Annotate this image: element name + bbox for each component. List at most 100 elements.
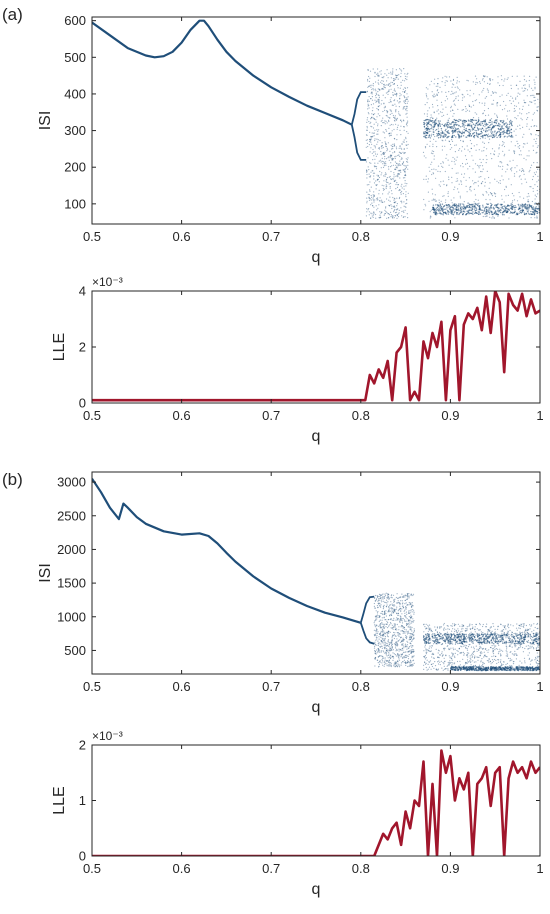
scatter-point <box>390 125 391 126</box>
scatter-point <box>535 134 536 135</box>
scatter-point <box>508 658 509 659</box>
scatter-point <box>532 214 533 215</box>
scatter-point <box>399 156 400 157</box>
scatter-point <box>378 84 379 85</box>
scatter-point <box>447 666 448 667</box>
scatter-point <box>457 654 458 655</box>
scatter-point <box>431 117 432 118</box>
scatter-point <box>432 104 433 105</box>
scatter-point <box>512 653 513 654</box>
scatter-point <box>497 105 498 106</box>
scatter-point <box>384 73 385 74</box>
scatter-point <box>410 610 411 611</box>
scatter-point <box>426 96 427 97</box>
scatter-point <box>486 162 487 163</box>
scatter-point <box>376 134 377 135</box>
scatter-point <box>493 208 494 209</box>
scatter-point <box>462 100 463 101</box>
scatter-point <box>523 625 524 626</box>
scatter-point <box>387 149 388 150</box>
scatter-point <box>495 193 496 194</box>
scatter-point <box>411 653 412 654</box>
scatter-point <box>456 650 457 651</box>
scatter-point <box>379 646 380 647</box>
scatter-point <box>406 97 407 98</box>
scatter-point <box>502 199 503 200</box>
scatter-point <box>459 89 460 90</box>
scatter-point <box>384 137 385 138</box>
scatter-point <box>471 155 472 156</box>
scatter-point <box>531 660 532 661</box>
scatter-point <box>427 126 428 127</box>
scatter-point <box>467 123 468 124</box>
scatter-point <box>493 207 494 208</box>
scatter-point <box>453 649 454 650</box>
scatter-point <box>407 666 408 667</box>
scatter-point <box>367 108 368 109</box>
scatter-point <box>499 85 500 86</box>
scatter-point <box>496 213 497 214</box>
scatter-point <box>386 615 387 616</box>
scatter-point <box>496 92 497 93</box>
scatter-point <box>508 77 509 78</box>
scatter-point <box>393 95 394 96</box>
scatter-point <box>462 163 463 164</box>
scatter-point <box>474 629 475 630</box>
scatter-point <box>502 166 503 167</box>
scatter-point <box>373 213 374 214</box>
scatter-point <box>499 153 500 154</box>
scatter-point <box>377 660 378 661</box>
scatter-point <box>398 636 399 637</box>
scatter-point <box>511 121 512 122</box>
y-tick-label: 300 <box>64 123 86 138</box>
scatter-point <box>487 88 488 89</box>
scatter-point <box>395 158 396 159</box>
scatter-point <box>497 121 498 122</box>
scatter-point <box>390 110 391 111</box>
scatter-point <box>493 653 494 654</box>
scatter-point <box>395 645 396 646</box>
scatter-point <box>375 119 376 120</box>
scatter-point <box>429 628 430 629</box>
scatter-point <box>388 200 389 201</box>
scatter-point <box>379 664 380 665</box>
scatter-point <box>391 193 392 194</box>
scatter-point <box>474 201 475 202</box>
scatter-point <box>408 612 409 613</box>
scatter-point <box>379 177 380 178</box>
scatter-point <box>495 196 496 197</box>
scatter-point <box>457 632 458 633</box>
scatter-point <box>484 103 485 104</box>
scatter-point <box>489 214 490 215</box>
scatter-point <box>529 101 530 102</box>
scatter-point <box>396 645 397 646</box>
scatter-point <box>390 623 391 624</box>
scatter-point <box>386 150 387 151</box>
scatter-point <box>450 648 451 649</box>
scatter-point <box>412 618 413 619</box>
scatter-point <box>456 125 457 126</box>
scatter-point <box>399 609 400 610</box>
scatter-point <box>481 652 482 653</box>
scatter-point <box>394 601 395 602</box>
scatter-point <box>400 207 401 208</box>
scatter-point <box>520 150 521 151</box>
scatter-point <box>523 170 524 171</box>
scatter-point <box>374 173 375 174</box>
scatter-point <box>520 204 521 205</box>
scatter-point <box>378 76 379 77</box>
scatter-point <box>385 165 386 166</box>
scatter-point <box>424 126 425 127</box>
scatter-point <box>399 148 400 149</box>
scatter-point <box>395 109 396 110</box>
scatter-point <box>535 627 536 628</box>
scatter-point <box>375 651 376 652</box>
scatter-point <box>382 624 383 625</box>
scatter-point <box>406 144 407 145</box>
scatter-point <box>377 68 378 69</box>
scatter-point <box>367 143 368 144</box>
scatter-point <box>464 126 465 127</box>
scatter-point <box>529 652 530 653</box>
scatter-point <box>451 106 452 107</box>
